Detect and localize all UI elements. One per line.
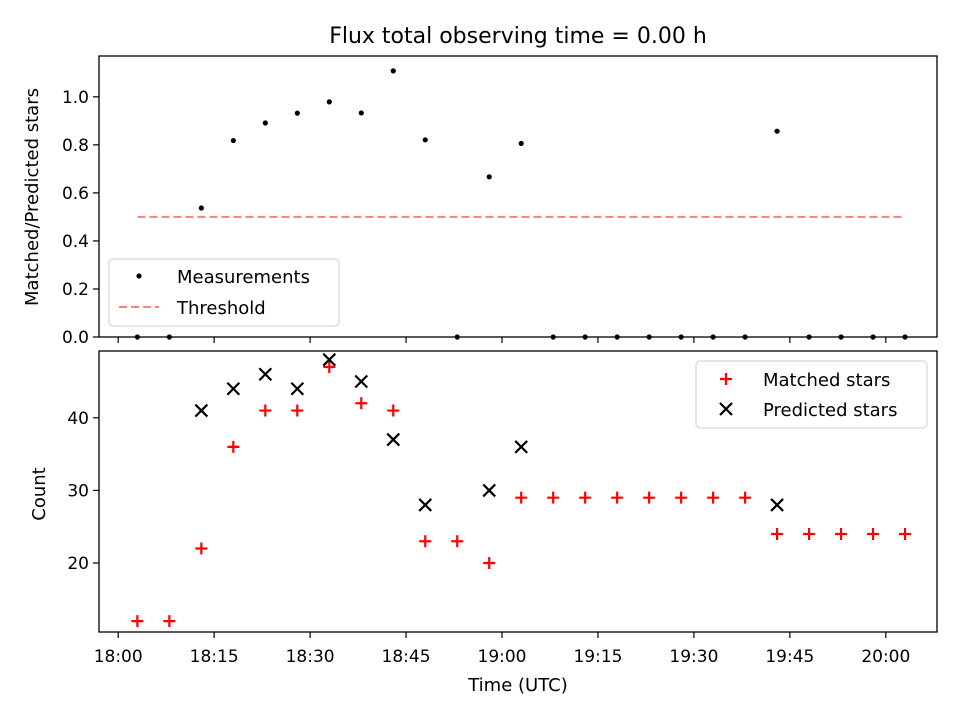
predicted-star-marker bbox=[770, 498, 784, 512]
legend-threshold-label: Threshold bbox=[176, 298, 266, 319]
x-tick-label: 18:00 bbox=[94, 647, 143, 667]
top-y-tick-label: 0.2 bbox=[62, 280, 89, 300]
top-y-tick-label: 0.8 bbox=[62, 136, 89, 156]
matched-star-marker bbox=[355, 397, 368, 410]
predicted-star-marker bbox=[514, 440, 528, 454]
measurement-point bbox=[230, 137, 236, 144]
matched-star-marker bbox=[547, 491, 560, 504]
measurement-point bbox=[198, 205, 204, 211]
top-y-tick-label: 0.6 bbox=[62, 184, 89, 204]
top-legend: Measurements Threshold bbox=[108, 258, 340, 327]
matched-star-marker bbox=[803, 527, 816, 540]
measurement-point bbox=[390, 68, 396, 74]
matched-star-marker bbox=[899, 527, 912, 540]
top-y-axis-label: Matched/Predicted stars bbox=[22, 88, 43, 306]
legend-measurements-label: Measurements bbox=[177, 267, 310, 288]
top-panel: 0.0 0.2 0.4 0.6 0.8 1.0 Matched/Predicted sta… bbox=[22, 55, 938, 348]
measurement-point bbox=[518, 140, 524, 147]
matched-star-marker bbox=[515, 491, 528, 504]
matched-star-marker bbox=[867, 527, 880, 540]
matched-star-marker bbox=[739, 491, 752, 504]
predicted-star-marker bbox=[258, 367, 273, 382]
matched-star-marker bbox=[643, 491, 656, 504]
legend-matched-label: Matched stars bbox=[763, 370, 890, 391]
predicted-star-marker bbox=[386, 432, 401, 447]
matched-star-marker bbox=[419, 535, 432, 548]
bottom-panel: 20 30 40 18:00 18:15 18:30 18:45 19:00 19:15 19:… bbox=[29, 350, 938, 696]
matched-star-marker bbox=[771, 527, 784, 540]
measurement-point bbox=[262, 120, 268, 126]
x-tick-label: 19:00 bbox=[478, 647, 527, 667]
matched-star-marker bbox=[835, 527, 848, 540]
x-tick-label: 19:15 bbox=[573, 647, 622, 667]
matched-star-marker bbox=[323, 360, 336, 373]
measurement-point bbox=[422, 137, 428, 143]
measurement-point bbox=[326, 99, 332, 105]
bottom-y-axis-label: Count bbox=[29, 467, 50, 520]
x-tick-label: 20:00 bbox=[861, 647, 910, 667]
bottom-legend: Matched stars Predicted stars bbox=[695, 360, 928, 429]
matched-star-marker bbox=[675, 491, 688, 504]
matched-star-marker bbox=[451, 535, 464, 548]
chart-title: Flux total observing time = 0.00 h bbox=[329, 24, 707, 49]
bottom-panel-frame bbox=[98, 350, 938, 633]
matched-star-marker bbox=[195, 542, 208, 555]
legend-predicted-marker bbox=[719, 402, 733, 416]
predicted-star-marker bbox=[322, 352, 337, 367]
predicted-star-marker bbox=[482, 483, 496, 498]
measurement-point bbox=[358, 110, 364, 116]
matched-star-marker bbox=[163, 615, 176, 628]
top-y-tick-label: 1.0 bbox=[62, 88, 89, 108]
x-tick-label: 18:15 bbox=[190, 647, 239, 667]
matched-star-marker bbox=[387, 404, 400, 417]
top-y-tick-label: 0.0 bbox=[62, 328, 89, 348]
top-y-tick-label: 0.4 bbox=[62, 232, 89, 252]
predicted-star-marker bbox=[418, 498, 433, 512]
matched-star-marker bbox=[227, 440, 240, 453]
measurement-point bbox=[294, 110, 300, 116]
top-legend-box bbox=[108, 258, 340, 327]
bottom-legend-box bbox=[695, 360, 928, 429]
bottom-y-tick-label: 40 bbox=[67, 409, 89, 429]
matched-star-marker bbox=[483, 557, 496, 570]
bottom-y-tick-label: 30 bbox=[67, 481, 89, 501]
x-tick-label: 19:30 bbox=[669, 647, 718, 667]
legend-matched-marker bbox=[720, 373, 732, 385]
x-tick-label: 19:45 bbox=[765, 647, 814, 667]
measurement-point bbox=[774, 128, 780, 134]
matched-star-marker bbox=[707, 491, 720, 504]
matched-star-marker bbox=[131, 615, 144, 628]
legend-predicted-label: Predicted stars bbox=[763, 400, 897, 421]
predicted-star-marker bbox=[226, 381, 241, 396]
measurement-point bbox=[486, 174, 492, 180]
predicted-star-marker bbox=[354, 374, 369, 389]
x-tick-label: 18:45 bbox=[382, 647, 431, 667]
x-tick-label: 18:30 bbox=[286, 647, 335, 667]
matched-star-marker bbox=[291, 404, 304, 417]
matched-star-marker bbox=[259, 404, 272, 417]
legend-measurements-marker bbox=[136, 273, 142, 279]
matched-star-marker bbox=[579, 491, 592, 504]
predicted-star-marker bbox=[290, 381, 305, 396]
predicted-star-marker bbox=[194, 403, 209, 418]
top-panel-frame bbox=[98, 55, 938, 338]
bottom-y-tick-label: 20 bbox=[67, 554, 89, 574]
x-axis-label: Time (UTC) bbox=[467, 675, 568, 696]
matched-star-marker bbox=[611, 491, 624, 504]
